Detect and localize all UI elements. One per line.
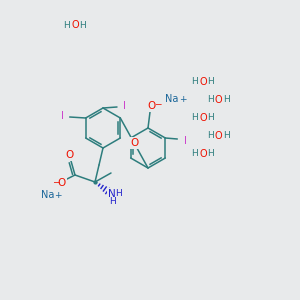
Text: H: H <box>116 188 122 197</box>
Text: O: O <box>199 113 207 123</box>
Text: H: H <box>223 131 230 140</box>
Text: H: H <box>208 149 214 158</box>
Text: Na: Na <box>165 94 179 104</box>
Text: I: I <box>61 111 64 121</box>
Text: −: − <box>52 178 60 187</box>
Text: N: N <box>108 189 116 199</box>
Text: H: H <box>64 20 70 29</box>
Text: +: + <box>54 190 62 200</box>
Text: O: O <box>71 20 79 30</box>
Text: O: O <box>199 77 207 87</box>
Text: Na: Na <box>41 190 55 200</box>
Text: H: H <box>109 196 116 206</box>
Text: O: O <box>214 95 222 105</box>
Text: H: H <box>208 77 214 86</box>
Text: H: H <box>223 95 230 104</box>
Text: O: O <box>66 150 74 160</box>
Text: H: H <box>207 95 213 104</box>
Text: O: O <box>58 178 66 188</box>
Text: H: H <box>80 20 86 29</box>
Text: H: H <box>192 113 198 122</box>
Text: I: I <box>184 136 187 146</box>
Text: O: O <box>147 101 155 111</box>
Text: +: + <box>179 94 187 103</box>
Text: H: H <box>192 149 198 158</box>
Text: H: H <box>192 77 198 86</box>
Text: H: H <box>207 131 213 140</box>
Text: O: O <box>199 149 207 159</box>
Text: O: O <box>214 131 222 141</box>
Text: H: H <box>208 113 214 122</box>
Text: −: − <box>154 100 162 109</box>
Text: O: O <box>130 138 138 148</box>
Text: I: I <box>122 101 125 111</box>
